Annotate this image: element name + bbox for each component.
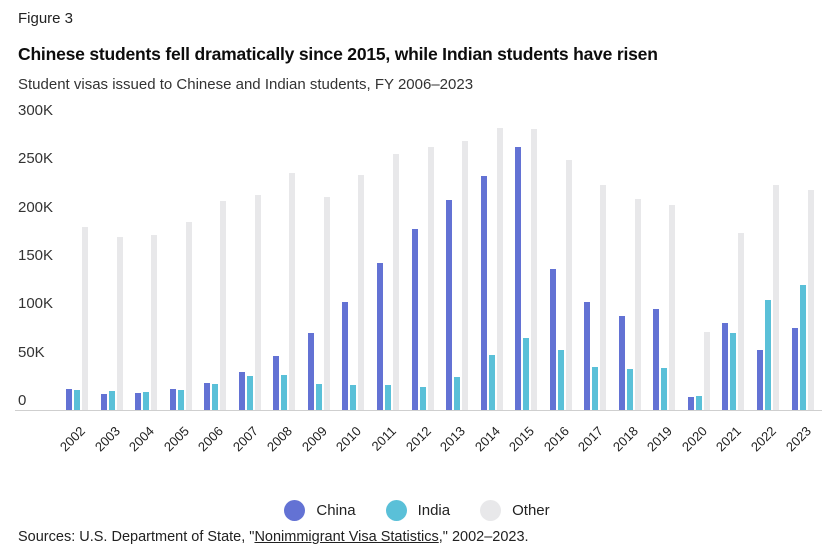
figure-label: Figure 3 <box>18 10 74 27</box>
legend-item-china: China <box>284 500 356 521</box>
y-axis-label: 250K <box>18 150 54 168</box>
bar-other-2009 <box>323 197 330 410</box>
bar-other-2002 <box>82 227 88 410</box>
bar-india-2017 <box>592 367 599 410</box>
bar-other-2004 <box>151 235 158 410</box>
bar-other-2006 <box>220 201 227 410</box>
bar-india-2016 <box>557 350 564 410</box>
source-link[interactable]: Nonimmigrant Visa Statistics <box>254 529 439 545</box>
source-suffix: ," 2002–2023. <box>438 529 529 545</box>
y-axis-label: 300K <box>18 102 54 119</box>
legend-label-other: Other <box>512 502 550 519</box>
bar-india-2005 <box>177 390 184 410</box>
legend-swatch-other <box>480 500 502 521</box>
bar-other-2010 <box>358 174 365 410</box>
bar-china-2011 <box>376 262 383 410</box>
source-text: Sources: U.S. Department of State, "Noni… <box>18 529 529 545</box>
bar-other-2017 <box>600 184 607 410</box>
bar-china-2020 <box>687 397 694 410</box>
legend-label-china: China <box>316 502 356 519</box>
legend-swatch-india <box>385 500 407 521</box>
bar-india-2008 <box>281 375 288 410</box>
bar-india-2018 <box>626 369 633 410</box>
y-axis-label: 150K <box>18 247 54 264</box>
bar-china-2014 <box>480 175 487 410</box>
legend-item-other: Other <box>480 500 550 521</box>
bar-china-2019 <box>653 308 660 410</box>
chart-subtitle: Student visas issued to Chinese and Indi… <box>18 76 474 93</box>
bar-china-2022 <box>757 350 763 410</box>
bar-other-2003 <box>116 237 123 410</box>
bar-other-2005 <box>185 222 192 410</box>
x-axis-line <box>15 410 822 411</box>
bar-other-2022 <box>773 184 779 410</box>
y-axis-label: 50K <box>18 343 45 361</box>
bar-other-2008 <box>289 172 296 410</box>
bar-india-2023 <box>799 284 806 410</box>
bar-other-2007 <box>254 195 261 410</box>
legend-label-india: India <box>417 502 451 519</box>
bar-other-2013 <box>462 140 469 410</box>
legend-swatch-china <box>284 500 306 521</box>
bar-china-2005 <box>169 389 176 410</box>
bar-china-2010 <box>342 301 349 410</box>
bar-india-2011 <box>384 385 391 410</box>
bar-china-2006 <box>204 383 211 410</box>
bar-india-2009 <box>315 384 322 410</box>
bar-china-2004 <box>135 393 142 410</box>
bar-other-2016 <box>565 159 572 410</box>
bar-other-2018 <box>634 199 641 410</box>
bar-china-2018 <box>618 315 625 410</box>
bar-china-2002 <box>66 389 72 410</box>
bar-india-2015 <box>523 338 530 410</box>
bar-india-2004 <box>143 392 150 410</box>
bar-india-2003 <box>108 391 115 410</box>
bar-india-2002 <box>74 390 80 410</box>
bar-other-2012 <box>427 146 434 410</box>
bar-india-2022 <box>765 299 771 410</box>
bar-china-2013 <box>446 200 453 410</box>
bar-chart: 0 50K 100K 150K 200K 250K 300K 2002 2003 2004 200… <box>15 102 822 454</box>
bar-other-2023 <box>807 190 814 410</box>
bar-other-2014 <box>496 127 503 410</box>
bar-other-2020 <box>703 331 710 410</box>
bar-other-2019 <box>669 205 676 410</box>
bar-india-2013 <box>454 377 461 410</box>
legend-item-india: India <box>385 500 451 521</box>
bar-india-2021 <box>730 332 737 410</box>
bar-other-2011 <box>392 153 399 410</box>
bar-china-2009 <box>307 332 314 410</box>
bar-india-2020 <box>695 396 702 410</box>
bar-other-2015 <box>531 128 538 410</box>
chart-legend: China India Other <box>0 500 834 521</box>
y-axis-label: 100K <box>18 295 54 313</box>
bar-other-2021 <box>738 233 745 410</box>
bar-china-2008 <box>273 356 280 410</box>
bar-china-2007 <box>238 372 245 410</box>
bar-china-2023 <box>791 327 798 410</box>
bar-india-2014 <box>488 355 495 410</box>
bar-china-2015 <box>515 146 522 410</box>
page-title: Chinese students fell dramatically since… <box>18 44 658 64</box>
bar-china-2021 <box>722 322 729 410</box>
bar-china-2016 <box>549 268 556 410</box>
bar-china-2003 <box>100 394 107 410</box>
bar-india-2007 <box>246 376 253 410</box>
y-axis-label: 0 <box>18 392 27 409</box>
source-prefix: Sources: U.S. Department of State, " <box>18 529 255 545</box>
bar-china-2017 <box>584 301 591 410</box>
bar-india-2019 <box>661 368 668 410</box>
y-axis-label: 200K <box>18 198 54 216</box>
bar-india-2006 <box>212 384 219 410</box>
bar-india-2010 <box>350 385 357 410</box>
bar-china-2012 <box>411 229 418 410</box>
bar-india-2012 <box>419 387 426 410</box>
